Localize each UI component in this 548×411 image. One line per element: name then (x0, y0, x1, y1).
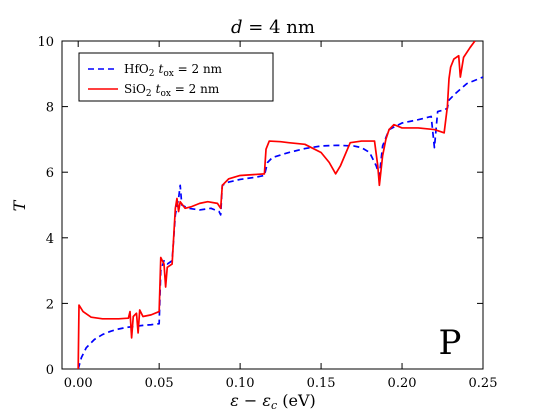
legend-entry-sio2: SiO2 tox = 2 nm (124, 82, 220, 99)
legend-sio2-formula: SiO (124, 82, 146, 96)
xlabel-eps-c: ε (262, 391, 271, 410)
legend-hfo2-tsub: ox (163, 69, 174, 79)
y-tick-label: 4 (46, 232, 54, 247)
y-tick-label: 6 (46, 166, 54, 181)
x-axis-title: ε − εc (eV) (230, 391, 316, 411)
legend-sio2-t: t (156, 82, 161, 96)
y-axis-title: T (10, 199, 29, 211)
legend-sio2-tsub: ox (160, 89, 171, 99)
xlabel-sub: c (271, 399, 277, 411)
x-tick-label: 0.00 (64, 376, 93, 391)
series-line-sio2 (77, 41, 476, 369)
legend-sio2-sub: 2 (146, 89, 152, 99)
title-rest: = 4 nm (243, 17, 315, 38)
legend-entry-hfo2: HfO2 tox = 2 nm (124, 62, 223, 79)
legend-hfo2-sub: 2 (149, 69, 155, 79)
y-tick-label: 2 (46, 297, 54, 312)
panel-label: P (439, 323, 462, 363)
xlabel-minus: − (239, 391, 263, 410)
legend: HfO2 tox = 2 nm SiO2 tox = 2 nm (78, 52, 274, 102)
chart-title: d = 4 nm (231, 17, 315, 38)
legend-hfo2-formula: HfO (124, 62, 149, 76)
x-tick-label: 0.10 (226, 376, 255, 391)
xlabel-eps: ε (230, 391, 239, 410)
legend-sio2-value: = 2 nm (171, 82, 220, 96)
y-tick-label: 10 (37, 35, 54, 50)
legend-hfo2-t: t (158, 62, 163, 76)
axis-ticks (62, 40, 484, 370)
y-tick-label: 0 (46, 363, 54, 378)
x-tick-label: 0.15 (307, 376, 336, 391)
tick-labels: 0.00 0.05 0.10 0.15 0.20 0.25 0 2 4 6 8 10 (37, 35, 497, 391)
x-tick-label: 0.25 (469, 376, 498, 391)
x-tick-label: 0.05 (145, 376, 174, 391)
x-tick-label: 0.20 (388, 376, 417, 391)
xlabel-unit: (eV) (277, 391, 316, 410)
series-line-hfo2 (77, 76, 483, 369)
legend-hfo2-value: = 2 nm (174, 62, 223, 76)
series-layer (77, 41, 483, 369)
title-variable: d (231, 17, 243, 38)
legend-box (78, 52, 274, 102)
y-tick-label: 8 (46, 101, 54, 116)
plot-frame (61, 40, 484, 370)
